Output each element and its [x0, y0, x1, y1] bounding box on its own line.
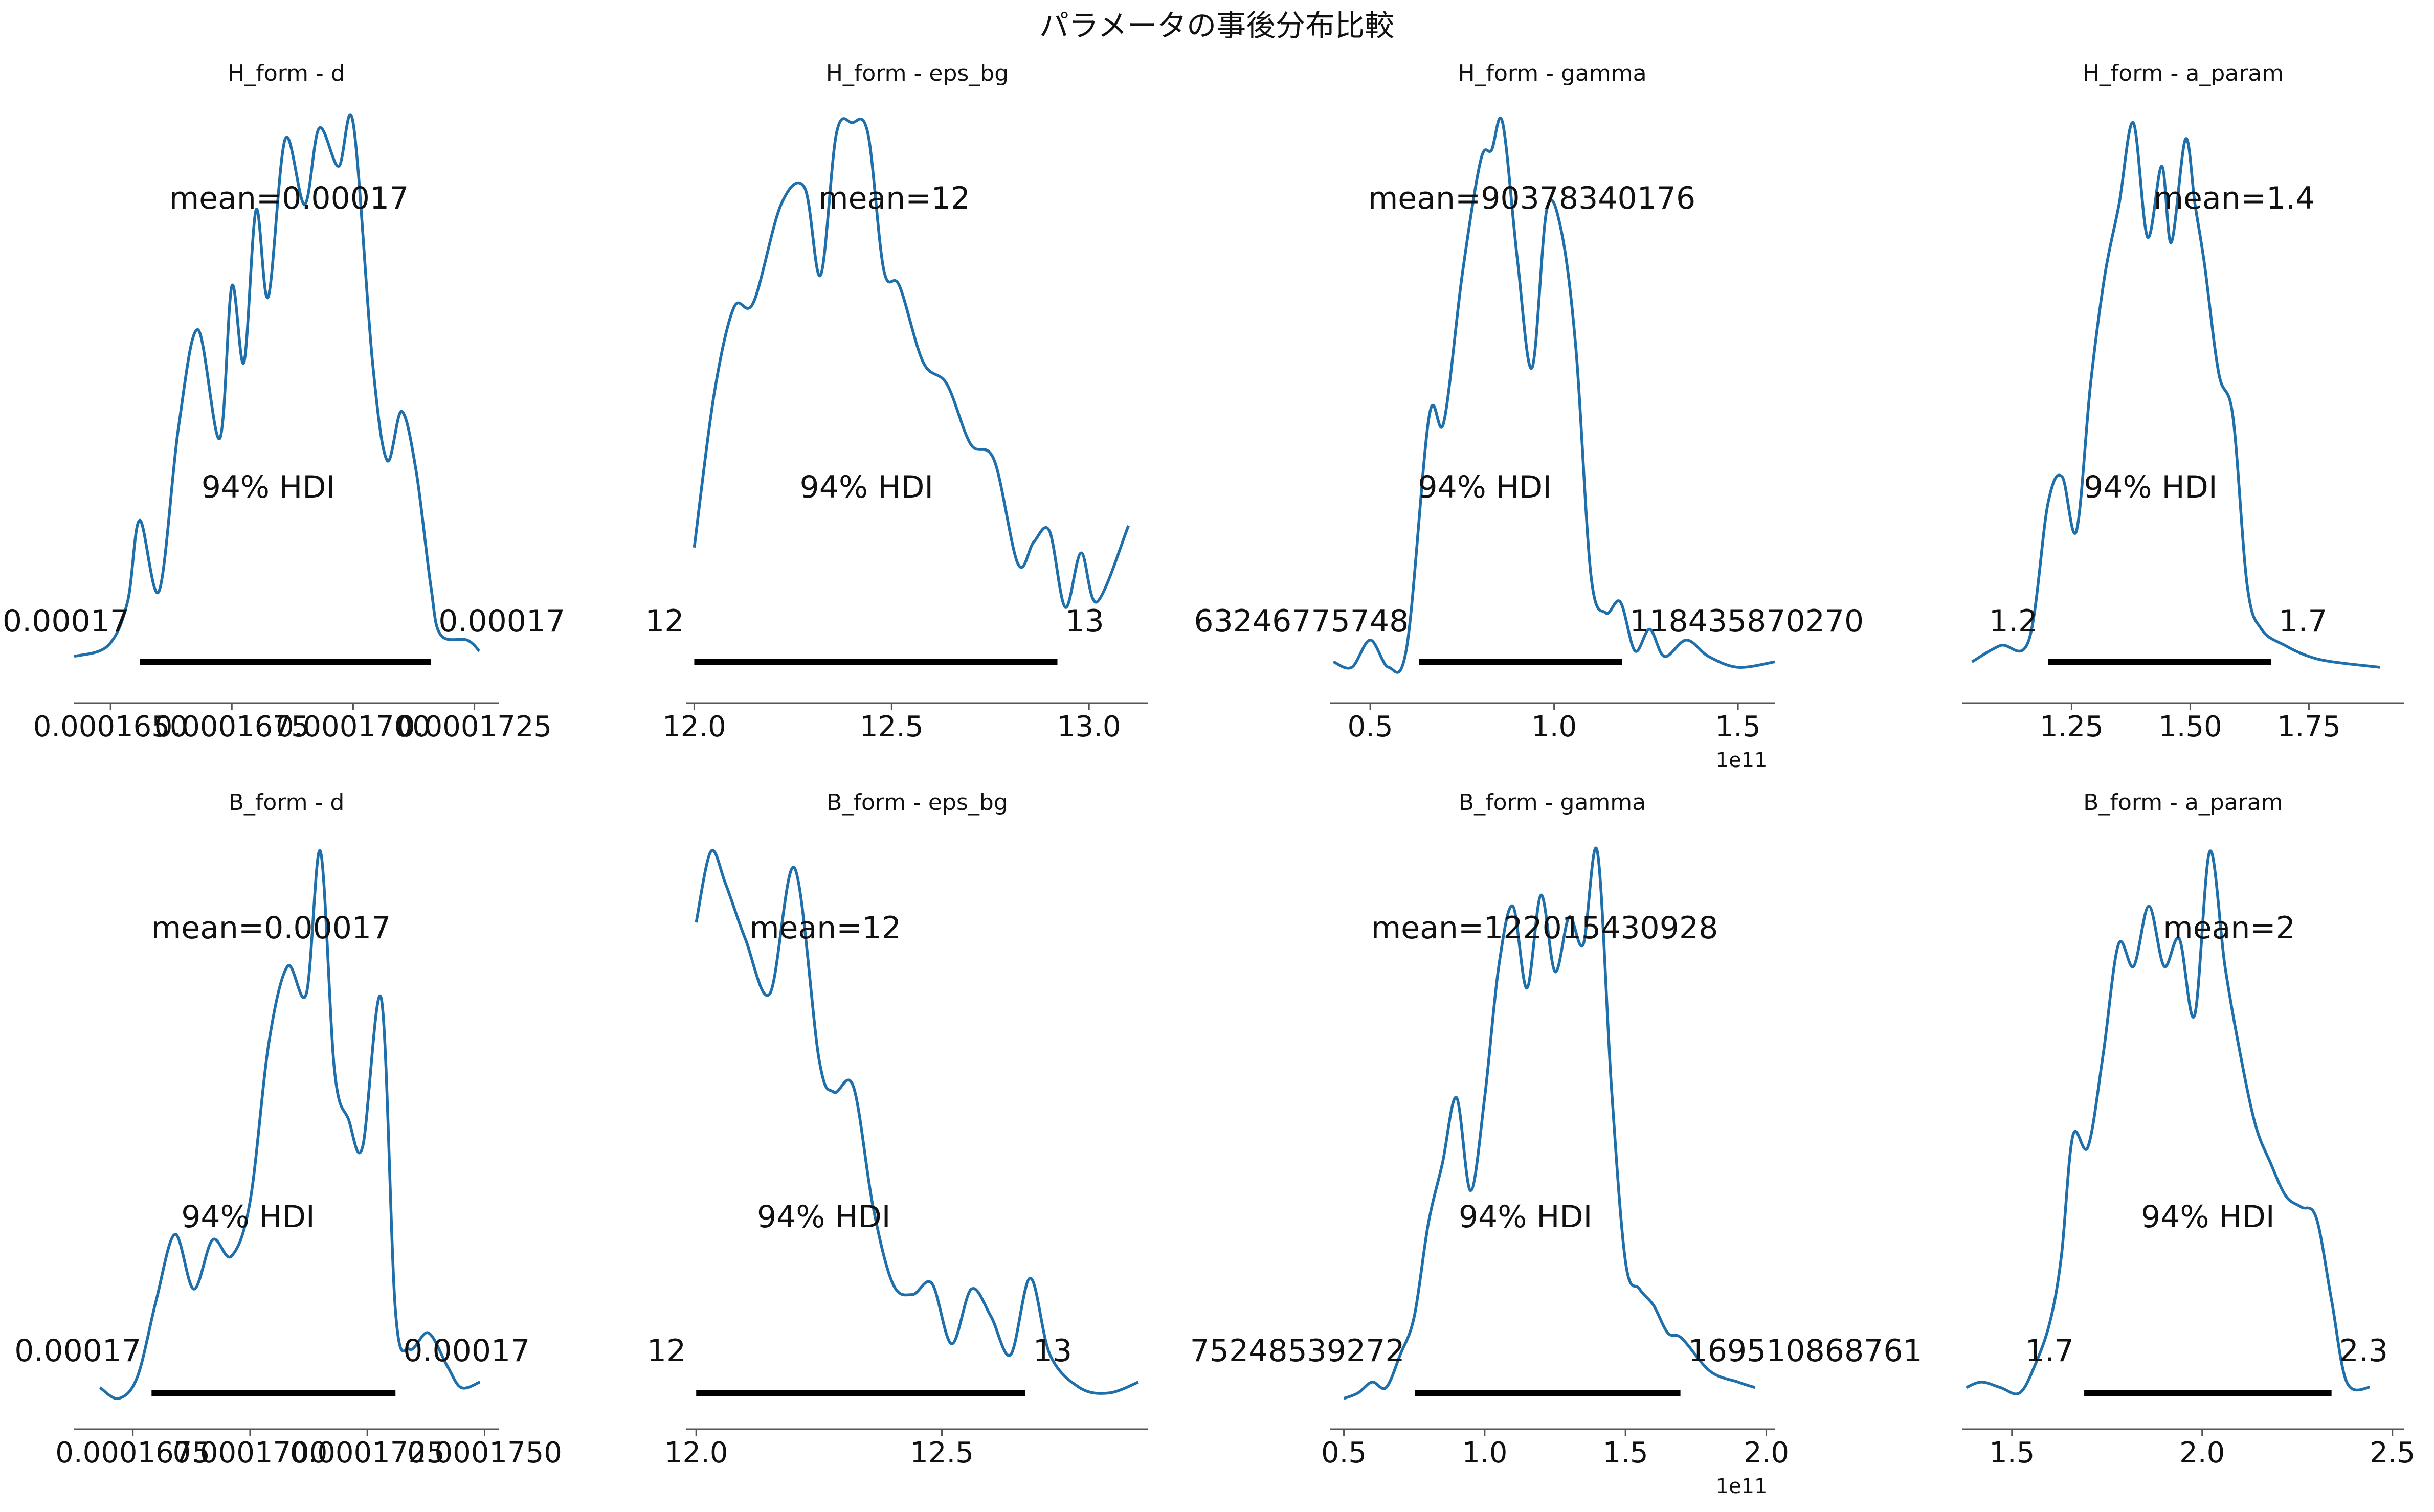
- mean-label: mean=1.4: [2154, 180, 2315, 216]
- subplot-title: B_form - a_param: [2083, 789, 2283, 816]
- x-tick-label: 0.0001675: [55, 1436, 210, 1470]
- x-tick-label: 2.0: [1744, 1436, 1789, 1470]
- subplot-title: B_form - d: [229, 789, 345, 816]
- density-curve: [1971, 121, 2380, 669]
- hdi-lower-value: 75248539272: [1190, 1333, 1405, 1369]
- x-tick-label: 0.5: [1348, 710, 1393, 743]
- hdi-label: 94% HDI: [757, 1199, 890, 1235]
- hdi-label: 94% HDI: [1459, 1199, 1592, 1235]
- hdi-upper-value: 0.00017: [438, 603, 565, 639]
- subplot-title: H_form - eps_bg: [826, 60, 1009, 86]
- hdi-lower-value: 0.00017: [3, 603, 129, 639]
- hdi-label: 94% HDI: [202, 469, 335, 505]
- x-tick-label: 1.0: [1531, 710, 1577, 743]
- hdi-lower-value: 63246775748: [1194, 603, 1409, 639]
- hdi-upper-value: 118435870270: [1629, 603, 1864, 639]
- x-offset-label: 1e11: [1716, 1475, 1768, 1498]
- x-tick-label: 0.5: [1321, 1436, 1367, 1470]
- hdi-lower-value: 12: [647, 1333, 686, 1369]
- x-tick-label: 1.75: [2277, 710, 2341, 743]
- hdi-lower-value: 0.00017: [14, 1333, 141, 1369]
- density-curve: [695, 849, 1139, 1395]
- x-tick-label: 0.0001725: [397, 710, 552, 743]
- subplot-title: H_form - a_param: [2083, 60, 2284, 86]
- hdi-upper-value: 2.3: [2339, 1333, 2388, 1369]
- hdi-label: 94% HDI: [2141, 1199, 2274, 1235]
- x-tick-label: 13.0: [1057, 710, 1121, 743]
- x-tick-label: 12.5: [860, 710, 924, 743]
- hdi-label: 94% HDI: [2084, 469, 2217, 505]
- mean-label: mean=12: [749, 910, 901, 946]
- mean-label: mean=122015430928: [1371, 910, 1718, 946]
- x-tick-label: 0.0001700: [276, 710, 431, 743]
- hdi-label: 94% HDI: [181, 1199, 315, 1235]
- x-tick-label: 1.50: [2158, 710, 2222, 743]
- hdi-label: 94% HDI: [1418, 469, 1551, 505]
- mean-label: mean=2: [2163, 910, 2295, 946]
- density-curve: [693, 117, 1130, 609]
- x-tick-label: 2.5: [2370, 1436, 2415, 1470]
- subplot-h-form-a-param: H_form - a_param 1.25 1.50 1.75 mean=1.4 94% …: [1962, 60, 2404, 743]
- x-tick-label: 0.0001650: [33, 710, 188, 743]
- density-curve: [1343, 846, 1756, 1400]
- subplot-title: H_form - d: [228, 60, 345, 86]
- mean-label: mean=90378340176: [1368, 180, 1695, 216]
- x-tick-label: 1.25: [2040, 710, 2104, 743]
- x-tick-label: 0.0001725: [290, 1436, 445, 1470]
- figure-suptitle: パラメータの事後分布比較: [1039, 8, 1394, 43]
- subplot-grid: H_form - d0.00016500.00016750.00017000.0…: [3, 60, 2415, 1498]
- hdi-lower-value: 1.2: [1989, 603, 2038, 639]
- x-tick-label: 0.0001700: [173, 1436, 328, 1470]
- x-tick-label: 1.5: [1603, 1436, 1648, 1470]
- subplot-b-form-gamma: B_form - gamma 0.5 1.0 1.5 2.0 1e11 mean=12201…: [1190, 789, 1923, 1498]
- subplot-b-form-eps-bg: B_form - eps_bg 12.0 12.5 mean=12 94% HDI 12 1…: [647, 789, 1148, 1470]
- subplot-title: B_form - eps_bg: [827, 789, 1008, 816]
- density-curve: [1333, 117, 1775, 674]
- x-tick-label: 1.5: [1715, 710, 1761, 743]
- x-tick-label: 12.0: [664, 1436, 728, 1470]
- x-tick-label: 12.5: [910, 1436, 974, 1470]
- subplot-h-form-eps-bg: H_form - eps_bg 12.0 12.5 13.0 mean=12 94% HD…: [645, 60, 1148, 743]
- subplot-title: H_form - gamma: [1458, 60, 1646, 86]
- hdi-upper-value: 169510868761: [1688, 1333, 1923, 1369]
- mean-label: mean=0.00017: [169, 180, 409, 216]
- density-curve: [1966, 849, 2370, 1395]
- x-offset-label: 1e11: [1716, 749, 1768, 772]
- x-tick-label: 0.0001675: [154, 710, 309, 743]
- hdi-upper-value: 1.7: [2279, 603, 2327, 639]
- x-tick-label: 2.0: [2179, 1436, 2225, 1470]
- subplot-h-form-d: H_form - d0.00016500.00016750.00017000.0…: [3, 60, 565, 743]
- density-curve: [99, 849, 481, 1401]
- hdi-label: 94% HDI: [800, 469, 933, 505]
- x-tick-label: 1.0: [1462, 1436, 1507, 1470]
- hdi-lower-value: 12: [645, 603, 684, 639]
- hdi-upper-value: 0.00017: [403, 1333, 530, 1369]
- mean-label: mean=12: [818, 180, 970, 216]
- subplot-b-form-a-param: B_form - a_param 1.5 2.0 2.5 mean=2 94% HDI 1.…: [1962, 789, 2415, 1470]
- hdi-upper-value: 13: [1033, 1333, 1072, 1369]
- x-tick-label: 1.5: [1989, 1436, 2035, 1470]
- hdi-upper-value: 13: [1065, 603, 1104, 639]
- hdi-lower-value: 1.7: [2025, 1333, 2074, 1369]
- mean-label: mean=0.00017: [151, 910, 391, 946]
- x-tick-label: 0.0001750: [407, 1436, 562, 1470]
- x-tick-label: 12.0: [662, 710, 726, 743]
- density-curve: [74, 113, 481, 658]
- subplot-b-form-d: B_form - d0.00016750.00017000.00017250.0…: [14, 789, 562, 1470]
- subplot-title: B_form - gamma: [1459, 789, 1646, 816]
- subplot-h-form-gamma: H_form - gamma 0.5 1.0 1.5 1e11 mean=90378340…: [1194, 60, 1864, 772]
